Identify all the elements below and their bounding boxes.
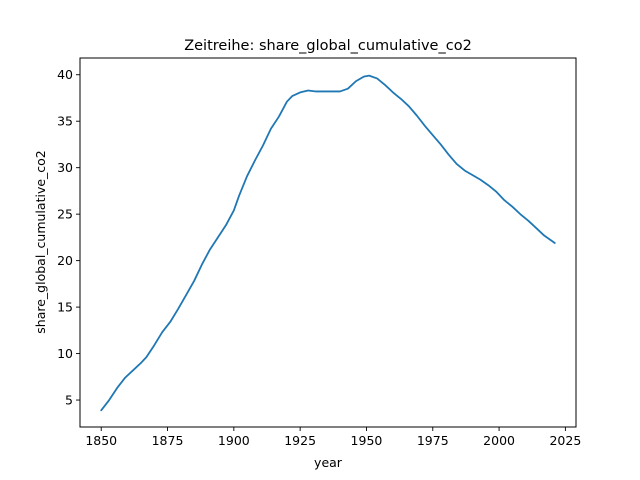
x-tick-label: 2025 (549, 433, 581, 448)
x-tick-label: 1875 (152, 433, 184, 448)
chart-title: Zeitreihe: share_global_cumulative_co2 (184, 38, 472, 54)
plot-area (79, 57, 577, 428)
series-line (100, 74, 556, 412)
y-axis-label: share_global_cumulative_co2 (33, 150, 48, 333)
y-tick-label: 25 (57, 207, 73, 222)
x-tick-label: 1925 (284, 433, 316, 448)
x-axis-label: year (314, 455, 343, 470)
y-axis-ticks: 5 10 15 20 25 30 35 40 (57, 67, 80, 408)
y-tick-label: 30 (57, 160, 73, 175)
y-tick-label: 20 (57, 253, 73, 268)
y-tick-label: 15 (57, 300, 73, 315)
x-axis-ticks: 1850 1875 1900 1925 1950 1975 2000 2025 (85, 427, 581, 448)
plot-frame (79, 57, 577, 428)
x-tick-label: 1975 (417, 433, 449, 448)
y-tick-label: 5 (65, 393, 73, 408)
x-tick-label: 1850 (85, 433, 117, 448)
x-tick-label: 1950 (351, 433, 383, 448)
y-tick-label: 35 (57, 114, 73, 129)
x-tick-label: 2000 (483, 433, 515, 448)
y-tick-label: 40 (57, 67, 73, 82)
y-tick-label: 10 (57, 346, 73, 361)
x-tick-label: 1900 (218, 433, 250, 448)
